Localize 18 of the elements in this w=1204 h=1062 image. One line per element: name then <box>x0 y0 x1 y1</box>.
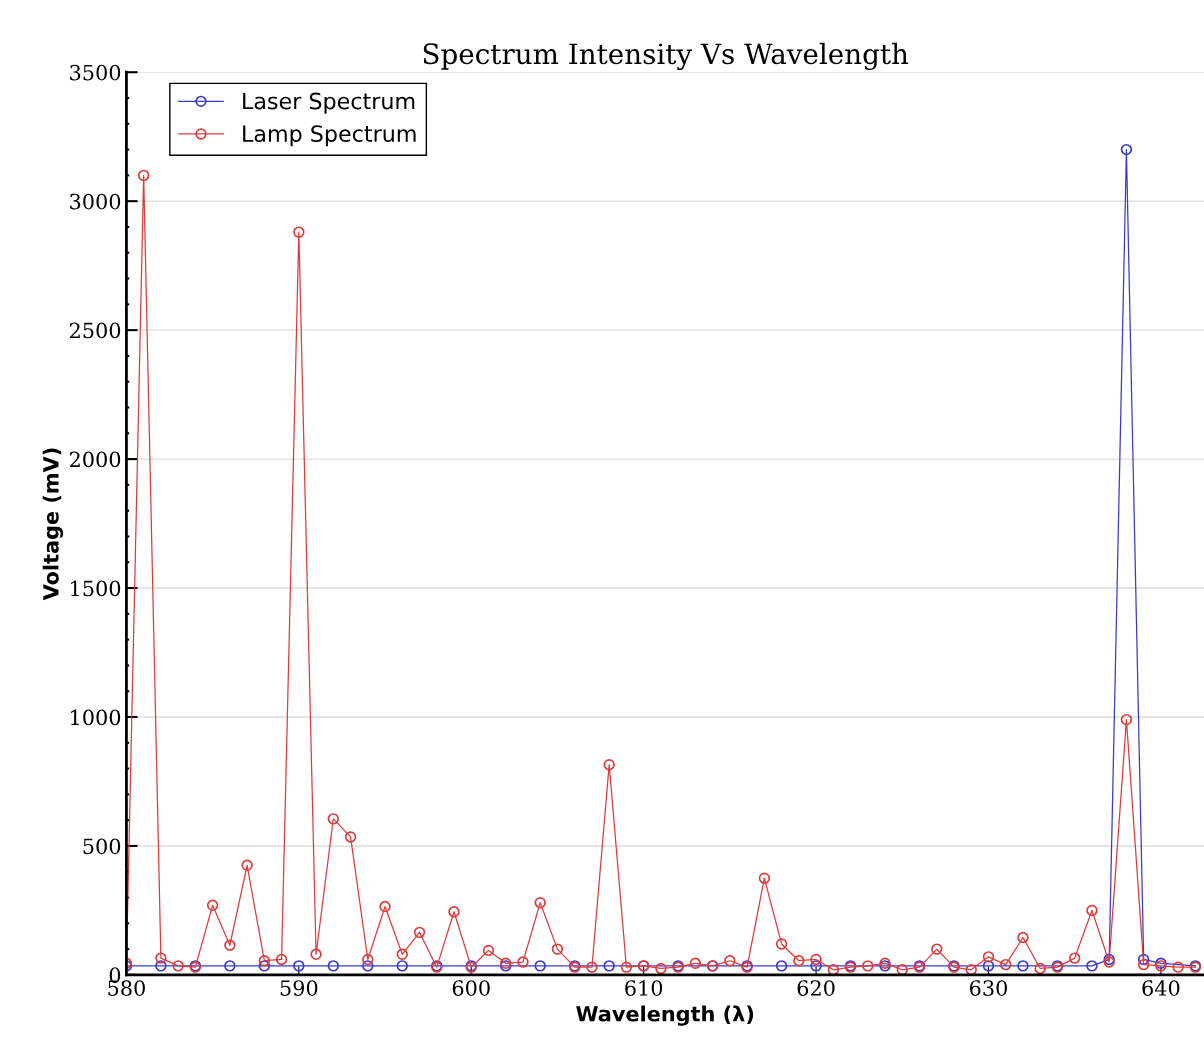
legend-label: Lamp Spectrum <box>243 125 416 147</box>
y-tick-label: 3000 <box>70 193 121 210</box>
legend-label: Laser Spectrum <box>243 92 415 114</box>
y-tick-label: 1000 <box>71 709 121 726</box>
x-tick-label: 590 <box>280 980 318 996</box>
x-tick-label: 610 <box>625 980 663 996</box>
x-tick-label: 630 <box>969 980 1007 996</box>
y-tick-label: 3500 <box>70 64 121 81</box>
x-tick-label: 600 <box>452 980 490 996</box>
y-axis-title: Voltage (mV) <box>42 448 63 601</box>
y-tick-label: 1500 <box>71 580 121 597</box>
y-tick-label: 500 <box>83 838 121 855</box>
chart-title: Spectrum Intensity Vs Wavelength <box>423 42 909 71</box>
x-axis-title: Wavelength (λ) <box>576 1005 754 1026</box>
y-tick-label: 2500 <box>69 322 121 339</box>
y-tick-label: 2000 <box>69 451 121 468</box>
x-tick-label: 620 <box>797 980 835 996</box>
x-tick-label: 640 <box>1142 980 1180 996</box>
